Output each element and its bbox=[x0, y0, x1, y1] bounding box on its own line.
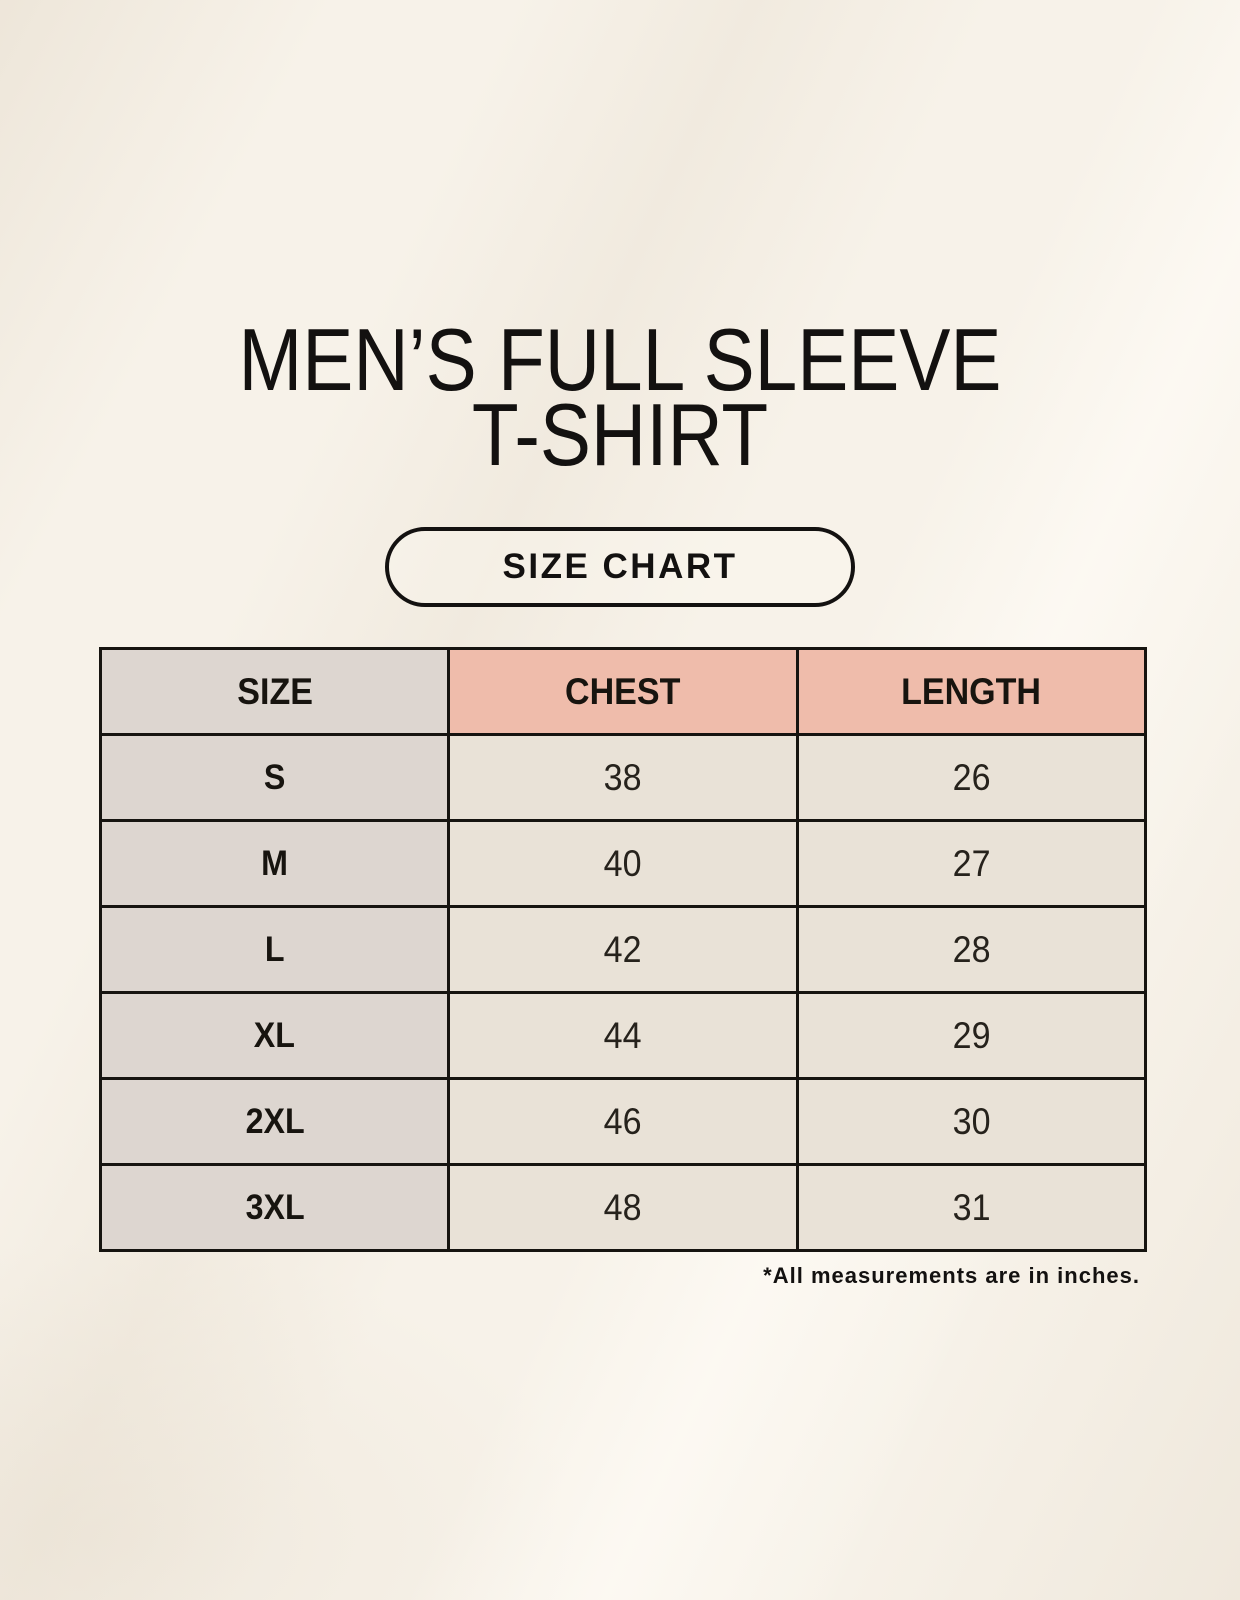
table-row-3xl: 3XL 48 31 bbox=[98, 1163, 1148, 1252]
size-label: S bbox=[98, 733, 451, 822]
product-title: MEN’S FULL SLEEVE T-SHIRT bbox=[0, 310, 1240, 484]
table-row-xl: XL 44 29 bbox=[98, 991, 1148, 1080]
product-title-line1: MEN’S FULL SLEEVE bbox=[238, 310, 1002, 409]
table-row-s: S 38 26 bbox=[98, 733, 1148, 822]
chest-value: 46 bbox=[447, 1077, 799, 1166]
header-size: SIZE bbox=[98, 647, 451, 736]
length-value: 28 bbox=[795, 905, 1148, 994]
table-row-2xl: 2XL 46 30 bbox=[98, 1077, 1148, 1166]
table-row-m: M 40 27 bbox=[98, 819, 1148, 908]
chest-value: 42 bbox=[447, 905, 799, 994]
size-label: 2XL bbox=[98, 1077, 451, 1166]
size-table: SIZE CHEST LENGTH S 38 26 M 40 27 L 42 2… bbox=[98, 647, 1148, 1252]
size-label: 3XL bbox=[98, 1163, 451, 1252]
length-value: 26 bbox=[795, 733, 1148, 822]
header-length: LENGTH bbox=[795, 647, 1148, 736]
table-row-l: L 42 28 bbox=[98, 905, 1148, 994]
length-value: 27 bbox=[795, 819, 1148, 908]
length-value: 29 bbox=[795, 991, 1148, 1080]
length-value: 30 bbox=[795, 1077, 1148, 1166]
size-table-header-row: SIZE CHEST LENGTH bbox=[98, 647, 1148, 736]
length-value: 31 bbox=[795, 1163, 1148, 1252]
chest-value: 48 bbox=[447, 1163, 799, 1252]
chest-value: 38 bbox=[447, 733, 799, 822]
chest-value: 40 bbox=[447, 819, 799, 908]
header-chest: CHEST bbox=[447, 647, 799, 736]
size-chart-badge-label: SIZE CHART bbox=[502, 547, 738, 586]
size-label: L bbox=[98, 905, 451, 994]
measurements-note: *All measurements are in inches. bbox=[763, 1263, 1140, 1288]
product-title-line2: T-SHIRT bbox=[471, 385, 769, 484]
chest-value: 44 bbox=[447, 991, 799, 1080]
size-label: M bbox=[98, 819, 451, 908]
size-chart-badge: SIZE CHART bbox=[385, 527, 855, 607]
size-label: XL bbox=[98, 991, 451, 1080]
